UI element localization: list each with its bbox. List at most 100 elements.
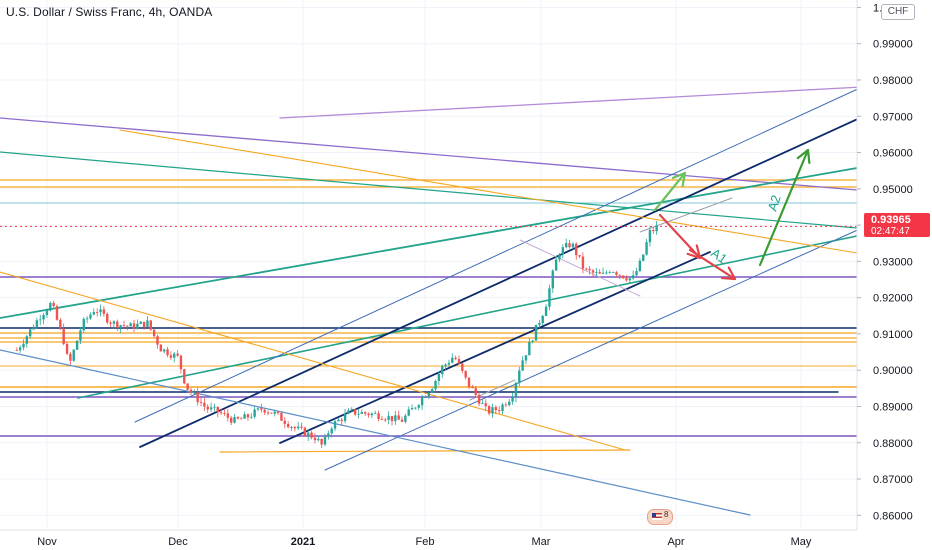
candle-body [126, 325, 129, 327]
candle-body [89, 314, 92, 319]
candle-body [142, 321, 146, 328]
candle-body [618, 274, 621, 276]
candle-body [79, 330, 82, 341]
candle-body [394, 415, 397, 422]
candle-body [621, 275, 625, 279]
candle-body [642, 254, 645, 261]
candle-body [169, 355, 173, 358]
candle-body [561, 247, 565, 255]
candle-body [427, 392, 431, 398]
candle-body [363, 412, 367, 414]
candle-body [417, 405, 420, 408]
trend-line [469, 379, 516, 401]
candle-body [340, 419, 343, 422]
candle-body [229, 417, 233, 423]
candle-body [554, 259, 558, 271]
grid [0, 0, 857, 528]
price-tick-label: 0.91000 [873, 329, 913, 341]
candle-body [367, 413, 370, 416]
candle-body [166, 349, 169, 356]
candle-body [156, 336, 159, 345]
trend-line [219, 449, 631, 453]
time-tick-label: Feb [416, 536, 435, 548]
candle-body [511, 397, 514, 402]
candle-body [585, 268, 588, 270]
candle-body [243, 414, 246, 419]
candle-body [303, 427, 307, 437]
drawings [0, 86, 863, 516]
price-tick-label: 0.90000 [873, 365, 913, 377]
candle-body [548, 288, 551, 307]
candle-body [447, 362, 451, 365]
last-price: 0.93965 [871, 214, 911, 226]
candle-body [293, 426, 297, 429]
candle-body [588, 268, 591, 271]
candle-body [451, 357, 454, 363]
candle-body [501, 404, 504, 412]
candle-body [62, 328, 65, 344]
time-axis-bg [0, 530, 932, 550]
trend-line [139, 116, 863, 448]
candle-body [223, 413, 226, 414]
candle-body [119, 325, 122, 328]
candle-body [307, 432, 310, 437]
candle-body [273, 411, 276, 414]
candle-body [360, 412, 364, 414]
time-axis: Nov Dec 2021 Feb Mar Apr May [37, 536, 812, 548]
event-count: 8 [664, 510, 669, 519]
candle-body [598, 272, 601, 274]
candle-body [494, 407, 498, 411]
candle-body [99, 309, 102, 313]
currency-badge[interactable]: CHF [881, 4, 915, 20]
candle-body [524, 355, 528, 361]
candle-body [323, 436, 327, 445]
candle-body [159, 344, 163, 352]
candle-body [253, 409, 256, 417]
candle-body [266, 412, 270, 414]
candle-body [333, 421, 337, 429]
candle-body [95, 312, 99, 313]
trend-line [0, 167, 858, 319]
candle-body [313, 437, 317, 441]
time-tick-label: Mar [532, 536, 551, 548]
candle-body [52, 302, 55, 307]
candle-body [109, 322, 112, 324]
trend-line [77, 235, 858, 399]
candle-body [631, 275, 635, 279]
chart-title: U.S. Dollar / Swiss Franc, 4h, OANDA [6, 5, 213, 19]
candle-body [390, 416, 394, 422]
up-arrow-short-head [671, 171, 687, 187]
trend-line [279, 86, 863, 119]
candle-body [467, 377, 471, 387]
trend-line [0, 271, 626, 451]
candle-body [296, 426, 300, 429]
candle-body [216, 406, 219, 413]
candle-body [534, 324, 538, 341]
candle-body [260, 408, 263, 410]
price-tick-label: 0.96000 [873, 148, 913, 160]
trend-line [324, 227, 863, 471]
candle-body [380, 419, 384, 420]
candle-body [183, 369, 186, 384]
candle-body [72, 349, 75, 361]
candle-body [387, 416, 390, 420]
candle-body [226, 413, 230, 418]
candle-body [531, 340, 534, 342]
economic-event-marker[interactable]: 8 [647, 509, 673, 525]
candle-body [454, 357, 457, 360]
up-arrow-long-head [796, 148, 811, 165]
candle-body [464, 370, 467, 378]
candle-body [112, 321, 116, 324]
candle-body [39, 319, 42, 321]
price-tick-label: 0.87000 [873, 474, 913, 486]
candle-body [102, 309, 106, 314]
candles [15, 220, 658, 449]
candle-body [22, 343, 25, 348]
candle-body [263, 409, 266, 413]
price-tick-label: 0.97000 [873, 111, 913, 123]
candle-body [625, 278, 628, 281]
candle-body [82, 318, 85, 331]
candle-body [233, 417, 236, 423]
candle-body [544, 306, 548, 316]
